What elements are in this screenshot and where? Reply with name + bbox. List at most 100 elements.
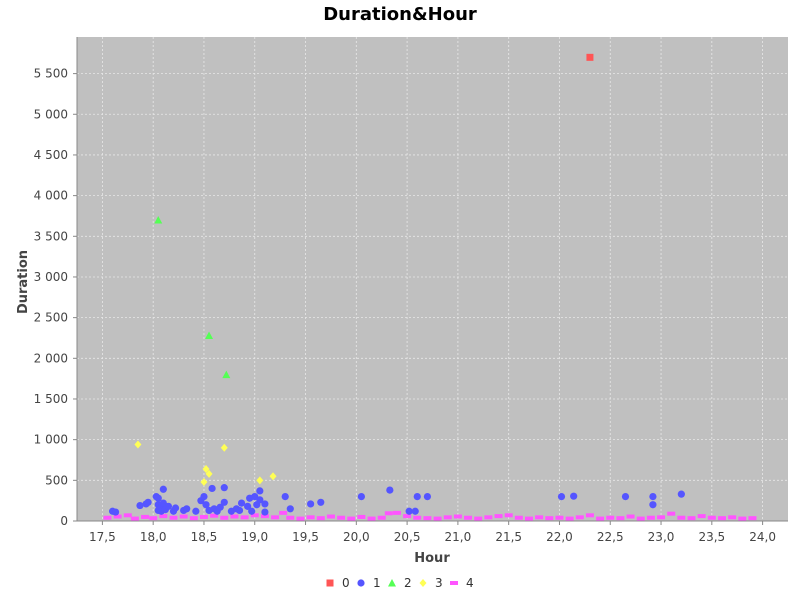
data-point-series-1 [261, 508, 269, 516]
data-point-series-4 [464, 515, 473, 520]
data-point-series-2 [205, 331, 214, 340]
data-point-series-4 [585, 513, 594, 518]
data-point-series-4 [357, 514, 366, 519]
data-point-series-4 [306, 515, 315, 520]
y-tick-label: 1 000 [34, 433, 68, 447]
data-point-series-4 [347, 516, 356, 521]
data-point-series-4 [220, 515, 229, 520]
data-point-series-3 [134, 440, 142, 449]
data-point-series-4 [433, 516, 442, 521]
data-point-series-1 [413, 492, 421, 501]
legend-marker [388, 579, 396, 587]
data-point-series-4 [555, 515, 564, 520]
data-point-series-4 [384, 511, 393, 516]
data-point-series-3 [269, 472, 277, 481]
data-point-series-4 [296, 516, 305, 521]
data-point-series-4 [367, 516, 376, 521]
data-point-series-4 [130, 516, 139, 521]
data-point-series-1 [261, 500, 269, 508]
x-tick-label: 23,5 [698, 530, 725, 544]
data-point-series-1 [200, 492, 208, 501]
data-point-series-1 [557, 492, 566, 501]
data-point-series-4 [250, 513, 259, 518]
data-point-series-4 [606, 515, 615, 520]
data-point-series-4 [337, 515, 346, 520]
data-point-series-3 [220, 443, 228, 452]
data-point-series-4 [286, 515, 295, 520]
data-point-series-4 [377, 515, 386, 520]
data-point-series-1 [256, 496, 264, 504]
data-point-series-4 [596, 516, 605, 521]
data-point-series-1 [281, 492, 289, 501]
data-point-series-4 [279, 510, 288, 515]
data-point-series-4 [443, 515, 452, 520]
data-point-series-1 [208, 484, 216, 493]
axes: 17,5 18,0 18,5 19,0 19,5 20,0 20,5 21,0 21,5 22,0… [34, 37, 788, 544]
data-point-series-1 [307, 500, 315, 508]
data-point-series-4 [626, 514, 635, 519]
data-point-series-3 [202, 464, 210, 473]
data-point-series-4 [565, 516, 574, 521]
data-point-series-4 [271, 515, 280, 520]
data-point-series-4 [494, 514, 503, 519]
data-point-series-4 [514, 515, 523, 520]
y-tick-label: 2 500 [34, 311, 68, 325]
legend-label: 3 [435, 576, 443, 590]
data-point-series-1 [357, 492, 365, 501]
x-tick-label: 24,0 [749, 530, 776, 544]
data-point-series-3 [205, 469, 213, 478]
data-point-series-4 [326, 514, 335, 519]
data-point-series-4 [748, 516, 757, 521]
data-point-series-1 [164, 502, 173, 510]
data-point-series-4 [667, 511, 676, 516]
x-tick-label: 18,0 [140, 530, 167, 544]
x-tick-label: 17,5 [89, 530, 116, 544]
x-tick-label: 21,5 [495, 530, 522, 544]
data-point-series-4 [413, 515, 422, 520]
chart-title: Duration&Hour [323, 4, 477, 25]
data-point-series-4 [728, 515, 737, 520]
data-point-series-4 [316, 516, 325, 521]
data-point-series-1 [159, 485, 167, 493]
y-tick-label: 2 000 [34, 351, 68, 365]
data-point-series-4 [504, 513, 513, 518]
data-point-series-4 [687, 516, 696, 521]
data-point-series-1 [570, 492, 578, 500]
data-point-series-3 [256, 476, 264, 485]
legend-marker [357, 579, 365, 587]
data-point-series-4 [697, 514, 706, 519]
data-point-series-4 [141, 514, 150, 519]
data-point-series-1 [183, 505, 191, 513]
legend-label: 1 [373, 576, 381, 590]
y-tick-label: 4 500 [34, 148, 68, 162]
data-point-series-4 [189, 516, 198, 521]
legend-item-3: 3 [419, 576, 443, 590]
data-point-series-4 [179, 514, 188, 519]
legend-item-0: 0 [326, 576, 350, 590]
data-point-series-1 [220, 484, 228, 492]
x-tick-label: 22,5 [597, 530, 624, 544]
data-point-series-4 [646, 515, 655, 520]
data-point-series-1 [317, 498, 325, 506]
data-point-series-1 [235, 506, 244, 515]
data-point-series-4 [210, 513, 219, 518]
x-tick-label: 21,0 [445, 530, 472, 544]
y-tick-label: 5 500 [34, 67, 68, 81]
data-point-series-4 [169, 515, 178, 520]
data-point-series-4 [474, 516, 483, 521]
data-point-series-4 [535, 515, 544, 520]
data-point-series-1 [386, 486, 394, 494]
data-point-series-4 [453, 514, 462, 519]
y-tick-label: 0 [60, 514, 68, 528]
data-point-series-3 [200, 477, 208, 486]
x-tick-label: 18,5 [191, 530, 218, 544]
data-point-series-4 [717, 516, 726, 521]
data-point-series-1 [256, 487, 264, 495]
data-point-series-1 [248, 507, 256, 515]
y-tick-label: 1 500 [34, 392, 68, 406]
data-point-series-1 [621, 492, 630, 501]
data-point-series-1 [677, 490, 685, 498]
data-point-series-1 [202, 501, 210, 509]
data-point-series-4 [657, 515, 666, 520]
data-point-series-1 [136, 501, 144, 510]
